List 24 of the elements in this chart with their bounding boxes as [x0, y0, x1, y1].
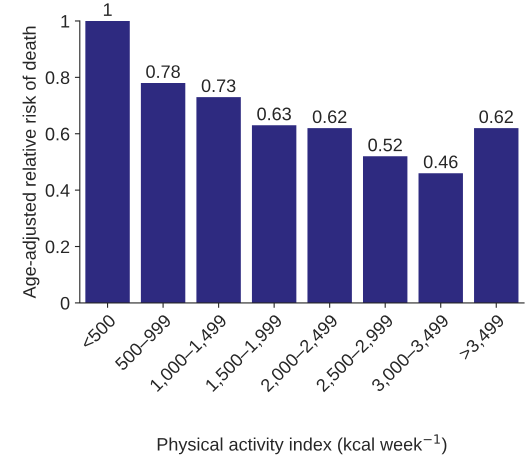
bar — [418, 173, 463, 303]
bar — [362, 156, 408, 303]
y-tick-label: 1 — [61, 15, 70, 28]
data-label: 1 — [104, 3, 112, 16]
x-axis-title: Physical activity index (kcal week$^{−1}$) — [158, 434, 446, 454]
y-tick-label: 0.2 — [46, 240, 70, 254]
data-label: 0.62 — [312, 110, 346, 124]
data-label: 0.73 — [202, 79, 236, 92]
y-axis-title: Age-adjusted relative risk of death — [22, 26, 40, 298]
data-label: 0.63 — [257, 108, 291, 120]
bar — [307, 128, 352, 303]
y-tick-label: 0.8 — [46, 71, 70, 84]
bar — [85, 20, 130, 303]
data-label: 0.62 — [479, 110, 513, 124]
y-tick-label: 0.6 — [46, 128, 70, 140]
bar — [252, 125, 296, 303]
bar — [474, 128, 518, 303]
data-label: 0.78 — [146, 65, 180, 78]
y-tick-label: 0 — [60, 296, 70, 310]
bar — [140, 82, 186, 303]
data-label: 0.46 — [424, 155, 458, 168]
y-tick-label: 0.4 — [46, 184, 70, 197]
bar — [196, 97, 241, 303]
data-label: 0.52 — [368, 138, 402, 152]
